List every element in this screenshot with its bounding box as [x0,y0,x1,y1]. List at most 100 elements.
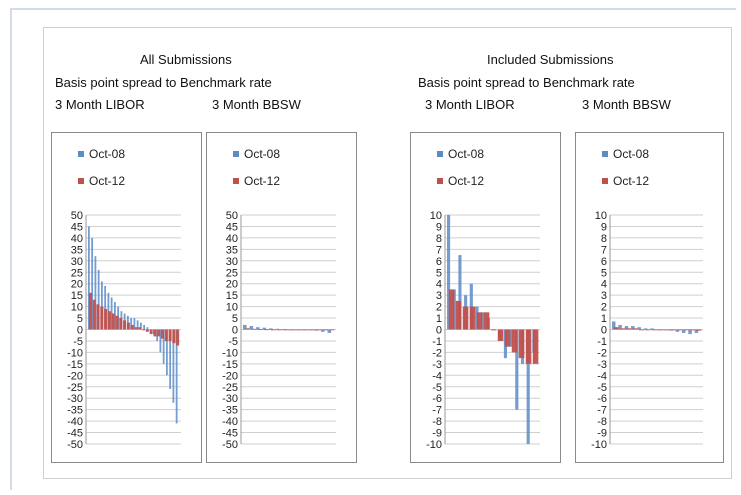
y-tick-label: 50 [226,210,238,222]
y-tick-label: -2 [432,347,442,359]
bar-oct-08 [321,329,325,332]
legend-swatch [602,151,608,157]
legend-label: Oct-12 [448,174,484,188]
y-tick-label: -35 [222,405,238,417]
right-label-libor: 3 Month LIBOR [425,97,515,112]
y-tick-label: -15 [67,359,83,371]
y-tick-label: -15 [222,359,238,371]
bar-oct-12 [111,313,115,330]
bar-oct-08 [681,329,686,333]
y-tick-label: 45 [71,221,83,233]
y-tick-label: -5 [73,336,83,348]
legend-label: Oct-08 [448,147,484,161]
bar-oct-12 [689,329,695,331]
right-title: Included Submissions [487,52,614,67]
y-tick-label: -8 [432,416,442,428]
y-tick-label: 25 [226,267,238,279]
bar-oct-12 [322,329,328,331]
y-tick-label: 2 [436,302,442,314]
y-tick-label: 4 [436,279,442,291]
bar-oct-08 [166,329,168,376]
y-tick-label: 10 [595,210,607,222]
legend-label: Oct-08 [89,147,125,161]
bar-oct-12 [303,329,309,331]
bar-oct-12 [130,324,134,330]
legend-swatch [437,178,443,184]
bar-oct-08 [275,328,280,330]
y-tick-label: 9 [601,221,607,233]
bar-oct-08 [104,285,107,330]
y-tick-label: -4 [597,370,607,382]
chart-all-bbsw: 50454035302520151050-5-10-15-20-25-30-35… [222,147,336,451]
bar-oct-08 [159,329,162,353]
y-tick-label: 30 [71,256,83,268]
bar-oct-12 [504,329,511,347]
bar-oct-12 [511,329,518,353]
bar-oct-12 [257,329,263,330]
bar-oct-12 [126,322,130,330]
bar-oct-12 [119,318,123,330]
legend-label: Oct-12 [244,174,280,188]
y-tick-label: 30 [226,256,238,268]
legend-swatch [602,178,608,184]
bar-oct-08 [140,322,142,330]
y-tick-label: -25 [67,382,83,394]
bar-oct-08 [114,302,116,330]
bar-oct-12 [107,311,111,330]
bar-oct-12 [483,312,490,330]
y-tick-label: 2 [601,302,607,314]
bar-oct-12 [490,329,497,331]
y-tick-label: 0 [436,325,442,337]
left-subtitle: Basis point spread to Benchmark rate [55,75,272,90]
bar-oct-08 [243,324,247,330]
bar-oct-08 [481,312,485,330]
y-tick-label: -30 [67,393,83,405]
bar-oct-12 [309,329,315,331]
y-tick-label: -9 [432,428,442,440]
bar-oct-08 [694,329,699,333]
right-subtitle: Basis point spread to Benchmark rate [418,75,635,90]
bar-oct-12 [176,329,180,346]
y-tick-label: -3 [597,359,607,371]
y-tick-label: -7 [597,405,607,417]
bar-oct-12 [290,329,296,331]
y-tick-label: -35 [67,405,83,417]
bar-oct-12 [626,328,632,330]
bar-oct-12 [172,329,176,344]
bar-oct-12 [88,292,92,330]
chart-box-included-bbsw: 10 9 8 7 6 5 4 3 2 1 0 -1 -2 -3 -4 -5 -6 -7 -8 -9 -10 Oct-08 O… [575,132,724,463]
bar-oct-12 [168,329,172,341]
bar-oct-08 [94,256,97,330]
left-label-libor: 3 Month LIBOR [55,97,145,112]
y-tick-label: 1 [436,313,442,325]
y-tick-label: -45 [67,428,83,440]
bar-oct-12 [251,328,257,330]
y-tick-label: -40 [222,416,238,428]
bar-oct-08 [133,318,136,330]
y-tick-label: 10 [71,302,83,314]
bar-oct-12 [142,329,146,331]
y-tick-label: 35 [226,244,238,256]
bar-oct-08 [143,324,146,330]
bar-oct-08 [327,329,332,333]
y-tick-label: 1 [601,313,607,325]
chart-box-all-libor: 50 45 40 35 30 25 20 15 10 5 0 -5 -10 -15 -20 -25 -30 -35… [51,132,202,463]
y-tick-label: 0 [77,325,83,337]
bar-oct-12 [138,327,142,330]
bar-oct-08 [282,329,286,330]
chart-box-included-libor: 10 9 8 7 6 5 4 3 2 1 0 -1 -2 -3 -4 -5 -6 -7 -8 -9 -10 Oct-08 O… [410,132,561,463]
bar-oct-12 [244,328,250,330]
y-tick-label: -5 [597,382,607,394]
bar-oct-12 [518,329,525,359]
y-tick-label: 7 [601,244,607,256]
bar-oct-12 [92,299,96,330]
legend-label: Oct-12 [613,174,649,188]
y-tick-label: -5 [432,382,442,394]
y-tick-label: -3 [432,359,442,371]
bar-oct-08 [612,321,616,330]
bar-oct-12 [283,329,289,331]
left-label-bbsw: 3 Month BBSW [212,97,301,112]
bar-oct-12 [670,329,676,331]
bar-oct-08 [156,329,159,341]
y-tick-label: -10 [426,439,442,451]
